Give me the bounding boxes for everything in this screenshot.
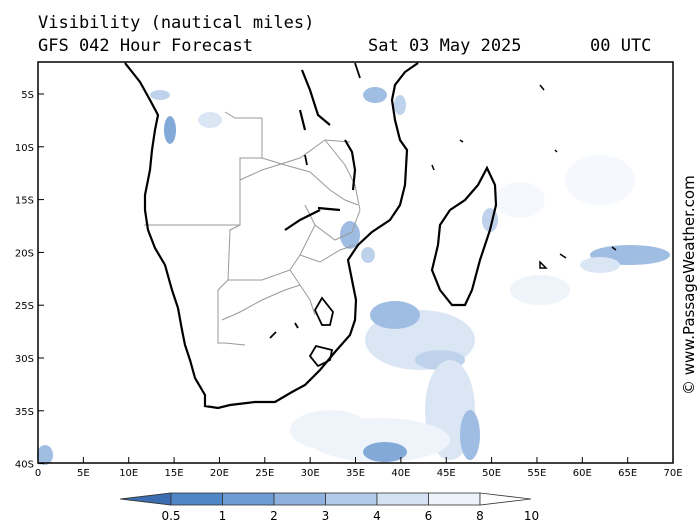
coastline [124,62,419,410]
lon-tick-label: 0 [35,468,41,479]
forecast-date: Sat 03 May 2025 [368,36,522,56]
legend-label: 2 [270,509,278,523]
lon-tick-label: 65E [618,468,637,479]
legend-segment [222,492,275,506]
lat-tick-label: 25S [15,301,34,312]
madagascar-outline [430,165,498,307]
visibility-legend: 0.5 1 2 3 4 6 8 10 [119,492,539,523]
legend-label: 1 [219,509,227,523]
legend-label: 8 [476,509,484,523]
lon-tick-label: 40E [391,468,410,479]
lon-tick-label: 25E [255,468,274,479]
lon-tick-label: 20E [210,468,229,479]
country-borders [144,111,361,346]
map-title: Visibility (nautical miles) [38,13,315,33]
forecast-time: 00 UTC [590,36,652,56]
legend-label: 0.5 [161,509,180,523]
inland-features [269,62,361,368]
lat-tick-label: 15S [15,196,34,207]
lon-tick-label: 55E [527,468,546,479]
website-credit: © www.PassageWeather.com [680,175,698,395]
legend-label: 10 [524,509,539,523]
forecast-label: GFS 042 Hour Forecast [38,36,253,56]
legend-segment [119,492,172,506]
legend-segment [273,492,326,506]
legend-segment [170,492,223,506]
legend-label: 3 [322,509,330,523]
lon-tick-label: 45E [437,468,456,479]
legend-segment [376,492,429,506]
lon-tick-label: 60E [573,468,592,479]
legend-label: 6 [425,509,433,523]
lat-tick-label: 5S [21,90,34,101]
lat-tick-label: 30S [15,354,34,365]
visibility-shading [37,87,670,465]
lat-tick-label: 10S [15,143,34,154]
legend-segment [325,492,378,506]
lon-tick-label: 70E [664,468,683,479]
lat-tick-label: 35S [15,407,34,418]
lat-tick-label: 40S [15,460,34,471]
lat-tick-label: 20S [15,248,34,259]
lon-tick-label: 50E [482,468,501,479]
longitude-ticks: 0 5E 10E 15E 20E 25E 30E 35E 40E 45E 50E 55E 60E 65E 7… [35,457,683,479]
lon-tick-label: 10E [119,468,138,479]
legend-segment [479,492,532,506]
lon-tick-label: 15E [165,468,184,479]
legend-label: 4 [373,509,381,523]
lon-tick-label: 35E [346,468,365,479]
map-frame [37,61,674,464]
latitude-ticks: 5S 10S 15S 20S 25S 30S 35S 40S [15,90,44,471]
small-islands [431,84,617,269]
lon-tick-label: 30E [301,468,320,479]
legend-segment [428,492,481,506]
lon-tick-label: 5E [77,468,90,479]
